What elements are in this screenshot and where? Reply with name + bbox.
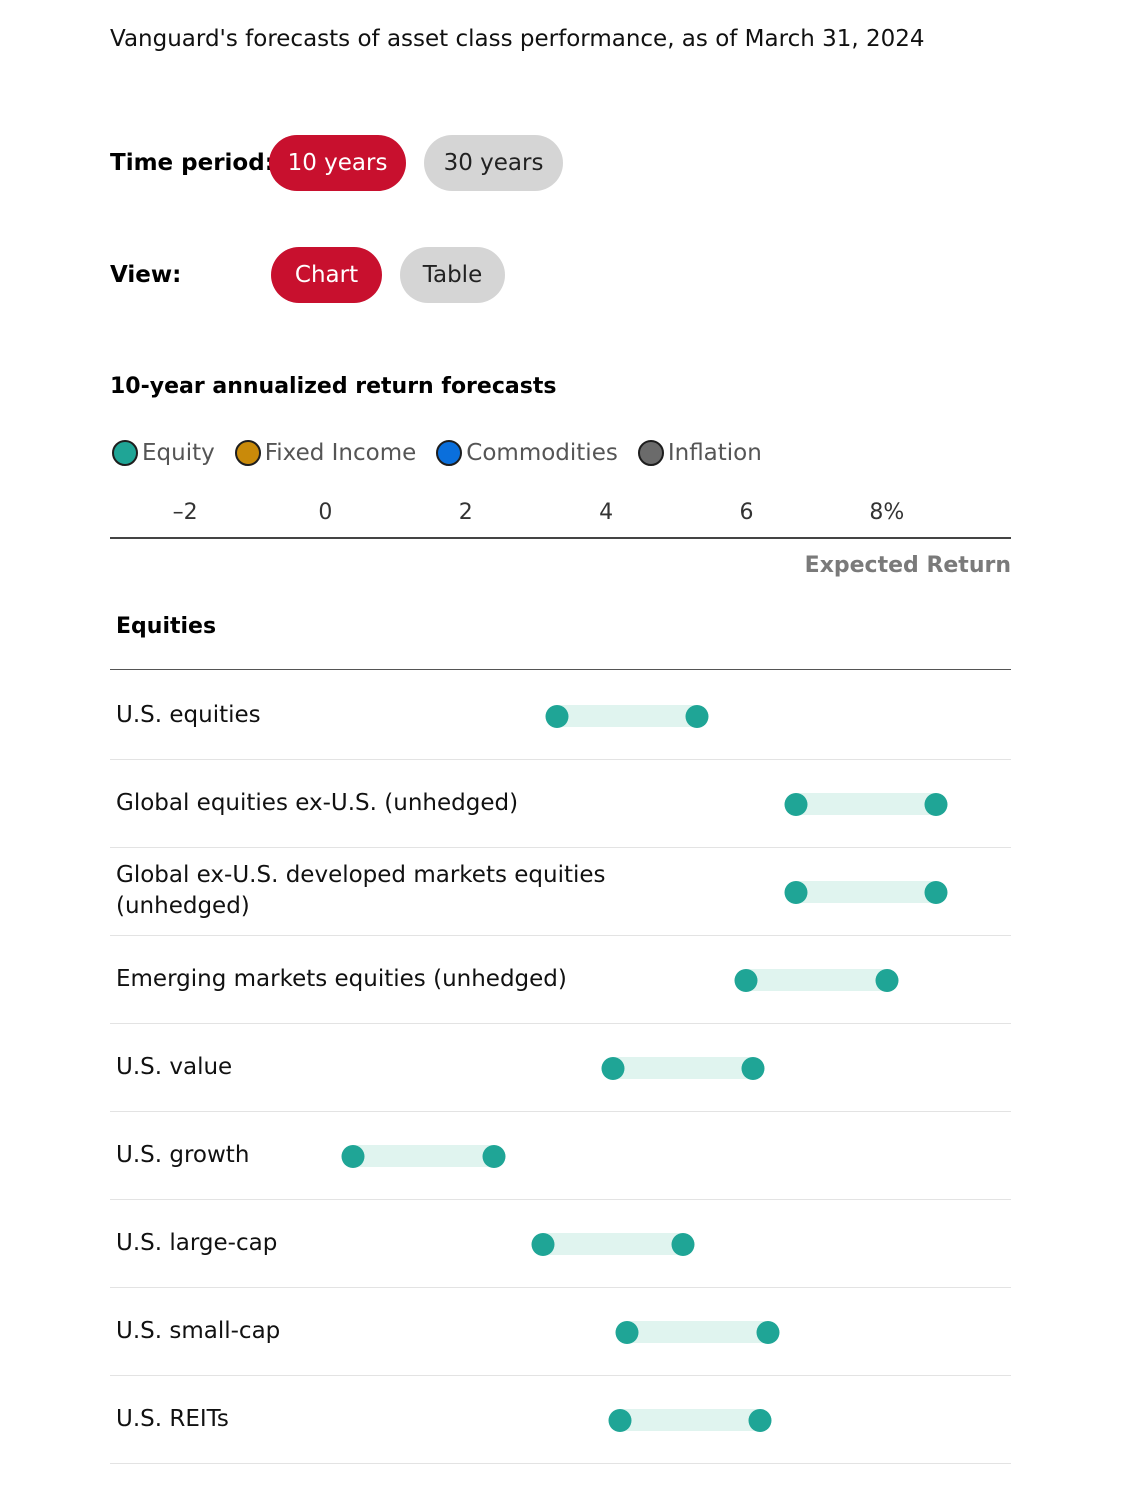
range-bar <box>795 793 936 815</box>
range-bar <box>353 1145 494 1167</box>
range-high-point[interactable] <box>671 1232 695 1256</box>
table-row: U.S. small-cap <box>110 1287 1011 1376</box>
table-row: U.S. REITs <box>110 1375 1011 1464</box>
legend-equity-dot <box>112 440 138 466</box>
table-row: U.S. value <box>110 1023 1011 1112</box>
range-high-point[interactable] <box>756 1320 779 1344</box>
row-label: Global ex-U.S. developed markets equitie… <box>116 862 606 919</box>
row-label: Emerging markets equities (unhedged) <box>116 965 567 992</box>
range-low-point[interactable] <box>734 968 758 992</box>
range-low-point[interactable] <box>531 1232 555 1256</box>
legend-item-commodities: Commodities <box>436 440 618 466</box>
legend-inflation-dot <box>637 440 664 466</box>
range-high-point[interactable] <box>875 968 899 992</box>
x-tick-label: 4 <box>599 500 614 525</box>
table-row: Global ex-U.S. developed markets equitie… <box>110 847 1011 936</box>
range-bar <box>556 705 698 727</box>
row-label: U.S. value <box>116 1053 233 1080</box>
table-row: U.S. growth <box>110 1111 1011 1200</box>
group-divider <box>110 669 1011 670</box>
time-period-label: Time period: <box>110 150 274 176</box>
range-low-point[interactable] <box>615 1320 639 1344</box>
row-label: U.S. equities <box>116 701 261 728</box>
legend-item-fixed-income: Fixed Income <box>234 440 417 466</box>
legend-equity-label: Equity <box>142 440 215 466</box>
range-low-point[interactable] <box>784 880 808 904</box>
range-bar <box>795 881 936 903</box>
time-period-control: Time period: 10 years 30 years <box>110 134 563 192</box>
legend-inflation-label: Inflation <box>667 440 762 466</box>
chart-title: 10-year annualized return forecasts <box>110 374 557 399</box>
group-title-equities: Equities <box>116 614 217 639</box>
x-tick-label: 8% <box>869 500 905 525</box>
row-label: U.S. small-cap <box>116 1317 281 1344</box>
range-low-point[interactable] <box>601 1056 625 1080</box>
legend-fixed-income-dot <box>234 440 261 466</box>
legend-fixed-income-label: Fixed Income <box>264 440 417 466</box>
view-control: View: Chart Table <box>110 246 505 304</box>
range-bar <box>620 1409 761 1431</box>
x-tick-label: 6 <box>739 500 754 525</box>
range-bar <box>746 969 887 991</box>
range-low-point[interactable] <box>545 704 569 728</box>
legend-item-inflation: Inflation <box>637 440 762 466</box>
x-axis-label: Expected Return <box>804 553 1011 578</box>
view-chart-button[interactable]: Chart <box>271 247 382 303</box>
view-table-button[interactable]: Table <box>400 247 505 303</box>
range-high-point[interactable] <box>924 792 948 816</box>
range-high-point[interactable] <box>748 1408 772 1432</box>
range-high-point[interactable] <box>924 880 948 904</box>
table-row: U.S. large-cap <box>110 1199 1011 1288</box>
chart-legend: Equity Fixed Income Commodities Inflatio… <box>112 440 782 466</box>
row-label: U.S. REITs <box>116 1405 229 1432</box>
x-axis-line <box>110 537 1011 539</box>
x-tick-label: 0 <box>318 500 333 525</box>
x-tick-label: –2 <box>172 500 198 525</box>
legend-item-equity: Equity <box>112 440 215 466</box>
range-bar <box>627 1321 768 1343</box>
range-low-point[interactable] <box>341 1144 365 1168</box>
legend-commodities-dot <box>436 440 463 466</box>
range-bar <box>542 1233 684 1255</box>
table-row: Global equities ex-U.S. (unhedged) <box>110 759 1011 848</box>
page-subtitle: Vanguard's forecasts of asset class perf… <box>110 26 925 52</box>
range-bar <box>613 1057 754 1079</box>
range-high-point[interactable] <box>741 1056 765 1080</box>
table-row: U.S. equities <box>110 671 1011 760</box>
range-low-point[interactable] <box>608 1408 632 1432</box>
x-tick-label: 2 <box>458 500 473 525</box>
time-period-30-years-button[interactable]: 30 years <box>424 135 563 191</box>
range-low-point[interactable] <box>784 792 808 816</box>
row-label: Global equities ex-U.S. (unhedged) <box>116 789 519 816</box>
table-row: Emerging markets equities (unhedged) <box>110 935 1011 1024</box>
time-period-10-years-button[interactable]: 10 years <box>269 135 406 191</box>
view-label: View: <box>110 262 182 288</box>
row-label: U.S. large-cap <box>116 1229 278 1256</box>
legend-commodities-label: Commodities <box>466 440 618 466</box>
row-label: U.S. growth <box>116 1141 250 1168</box>
range-high-point[interactable] <box>482 1144 506 1168</box>
range-high-point[interactable] <box>685 704 709 728</box>
